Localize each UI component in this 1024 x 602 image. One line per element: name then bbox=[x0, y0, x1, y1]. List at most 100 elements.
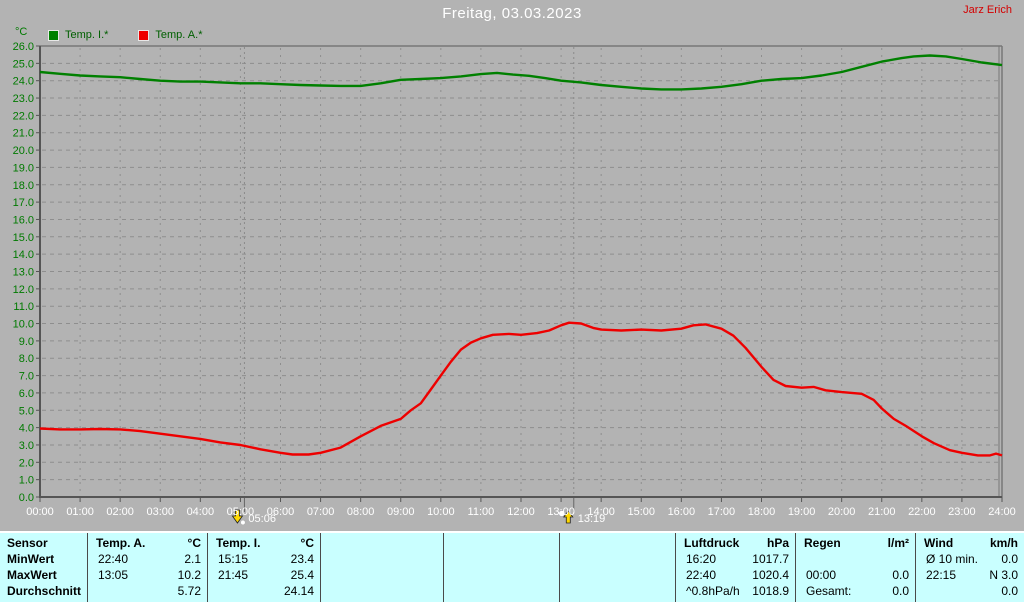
y-tick-label: 20.0 bbox=[13, 145, 34, 157]
x-tick-label: 06:00 bbox=[267, 506, 295, 518]
col-header: Luftdruck bbox=[684, 536, 740, 550]
x-tick-label: 04:00 bbox=[187, 506, 215, 518]
marker-time-label: 13:19 bbox=[578, 513, 606, 525]
x-tick-label: 09:00 bbox=[387, 506, 415, 518]
avg-value: 1018.9 bbox=[752, 584, 789, 598]
col-header: Wind bbox=[924, 536, 954, 550]
col-unit: °C bbox=[187, 536, 201, 550]
y-tick-label: 8.0 bbox=[19, 353, 34, 365]
temp-i-series-line bbox=[39, 54, 1003, 91]
x-tick-label: 13:00 bbox=[547, 506, 575, 518]
y-tick-label: 10.0 bbox=[13, 319, 34, 331]
stats-col-luftdruck: Luftdruck hPa 16:20 1017.7 22:40 1020.4 … bbox=[675, 533, 795, 602]
stats-row-label: Sensor bbox=[7, 536, 48, 550]
min-time: 15:15 bbox=[218, 552, 249, 566]
legend-label-temp-i: Temp. I.* bbox=[65, 29, 109, 41]
y-tick-label: 6.0 bbox=[19, 388, 34, 400]
y-tick-label: 26.0 bbox=[13, 41, 34, 53]
stats-row-label: MinWert bbox=[7, 552, 55, 566]
x-tick-label: 20:00 bbox=[828, 506, 856, 518]
x-tick-label: 18:00 bbox=[748, 506, 776, 518]
y-tick-label: 5.0 bbox=[19, 405, 34, 417]
min-time: 16:20 bbox=[686, 552, 717, 566]
stats-col-temp-a: Temp. A. °C 22:40 2.1 13:05 10.2 5.72 bbox=[87, 533, 207, 602]
y-tick-label: 0.0 bbox=[19, 492, 34, 504]
legend-label-temp-a: Temp. A.* bbox=[155, 29, 203, 41]
min-value: 23.4 bbox=[290, 552, 314, 566]
max-time: 22:15 bbox=[926, 568, 957, 582]
x-tick-label: 19:00 bbox=[788, 506, 816, 518]
x-tick-label: 21:00 bbox=[868, 506, 896, 518]
max-time: 21:45 bbox=[218, 568, 249, 582]
max-value: 0.0 bbox=[892, 568, 909, 582]
col-unit: hPa bbox=[766, 536, 789, 550]
moon-dot-icon bbox=[558, 510, 566, 517]
legend-item-temp-a: Temp. A.* bbox=[138, 29, 202, 41]
y-tick-label: 22.0 bbox=[13, 110, 34, 122]
moonset-icon bbox=[231, 509, 244, 524]
y-tick-label: 9.0 bbox=[19, 336, 34, 348]
x-tick-label: 12:00 bbox=[507, 506, 535, 518]
min-time: 22:40 bbox=[98, 552, 129, 566]
stats-col-row-labels: Sensor MinWert MaxWert Durchschnitt bbox=[0, 533, 87, 602]
y-tick-label: 12.0 bbox=[13, 284, 34, 296]
min-time: Ø 10 min. bbox=[926, 552, 979, 566]
y-tick-label: 23.0 bbox=[13, 93, 34, 105]
max-value: 10.2 bbox=[177, 568, 201, 582]
stats-col-spare1 bbox=[320, 533, 443, 602]
x-tick-label: 23:00 bbox=[948, 506, 976, 518]
stats-col-wind: Wind km/h Ø 10 min. 0.0 22:15 N 3.0 0.0 bbox=[915, 533, 1024, 602]
x-tick-label: 01:00 bbox=[66, 506, 94, 518]
x-tick-label: 10:00 bbox=[427, 506, 455, 518]
y-tick-label: 19.0 bbox=[13, 162, 34, 174]
x-tick-label: 11:00 bbox=[468, 506, 495, 518]
x-tick-label: 16:00 bbox=[668, 506, 696, 518]
moonrise-icon bbox=[562, 510, 574, 524]
y-tick-label: 13.0 bbox=[13, 267, 34, 279]
page-title: Freitag, 03.03.2023 bbox=[442, 5, 582, 22]
y-tick-label: 7.0 bbox=[19, 371, 34, 383]
y-tick-label: 21.0 bbox=[13, 128, 34, 140]
y-tick-label: 15.0 bbox=[13, 232, 34, 244]
max-value: 1020.4 bbox=[752, 568, 789, 582]
max-value: N 3.0 bbox=[989, 568, 1018, 582]
temperature-chart: 05:06 13:19 0.0 1.0 2.0 3.0 4.0 5.0 6.0 7.0 8.0 9.0… bbox=[13, 41, 1016, 526]
chart-legend: Temp. I.* Temp. A.* bbox=[48, 29, 202, 41]
avg-value: 5.72 bbox=[177, 584, 201, 598]
stats-col-spare2 bbox=[443, 533, 559, 602]
max-time: 13:05 bbox=[98, 568, 129, 582]
avg-value: 24.14 bbox=[283, 584, 314, 598]
y-tick-label: 24.0 bbox=[13, 76, 34, 88]
y-tick-label: 25.0 bbox=[13, 58, 34, 70]
user-name-label: Jarz Erich bbox=[963, 4, 1012, 16]
y-tick-label: 2.0 bbox=[19, 457, 34, 469]
max-value: 25.4 bbox=[290, 568, 314, 582]
x-tick-label: 00:00 bbox=[26, 506, 54, 518]
x-tick-label: 08:00 bbox=[347, 506, 375, 518]
y-tick-label: 4.0 bbox=[19, 423, 34, 435]
y-tick-label: 3.0 bbox=[19, 440, 34, 452]
avg-label: ^0.8hPa/h bbox=[686, 584, 740, 598]
temp-a-swatch-icon bbox=[138, 29, 150, 41]
col-header: Temp. A. bbox=[96, 536, 146, 550]
min-value: 0.0 bbox=[1001, 552, 1018, 566]
y-tick-label: 11.0 bbox=[13, 301, 34, 313]
y-tick-label: 14.0 bbox=[13, 249, 34, 261]
stats-col-temp-i: Temp. I. °C 15:15 23.4 21:45 25.4 24.14 bbox=[207, 533, 320, 602]
max-time: 00:00 bbox=[806, 568, 837, 582]
x-tick-label: 07:00 bbox=[307, 506, 335, 518]
avg-label: Gesamt: bbox=[806, 584, 852, 598]
legend-item-temp-i: Temp. I.* bbox=[48, 29, 108, 41]
x-tick-label: 02:00 bbox=[106, 506, 134, 518]
x-tick-label: 05:00 bbox=[227, 506, 255, 518]
temp-i-swatch-icon bbox=[48, 29, 59, 41]
min-value: 2.1 bbox=[184, 552, 201, 566]
col-unit: °C bbox=[300, 536, 314, 550]
avg-value: 0.0 bbox=[892, 584, 909, 598]
min-value: 1017.7 bbox=[752, 552, 789, 566]
max-time: 22:40 bbox=[686, 568, 717, 582]
stats-col-spare3 bbox=[559, 533, 675, 602]
marker-time-label: 05:06 bbox=[248, 513, 276, 525]
y-axis-unit-label: °C bbox=[15, 26, 28, 38]
